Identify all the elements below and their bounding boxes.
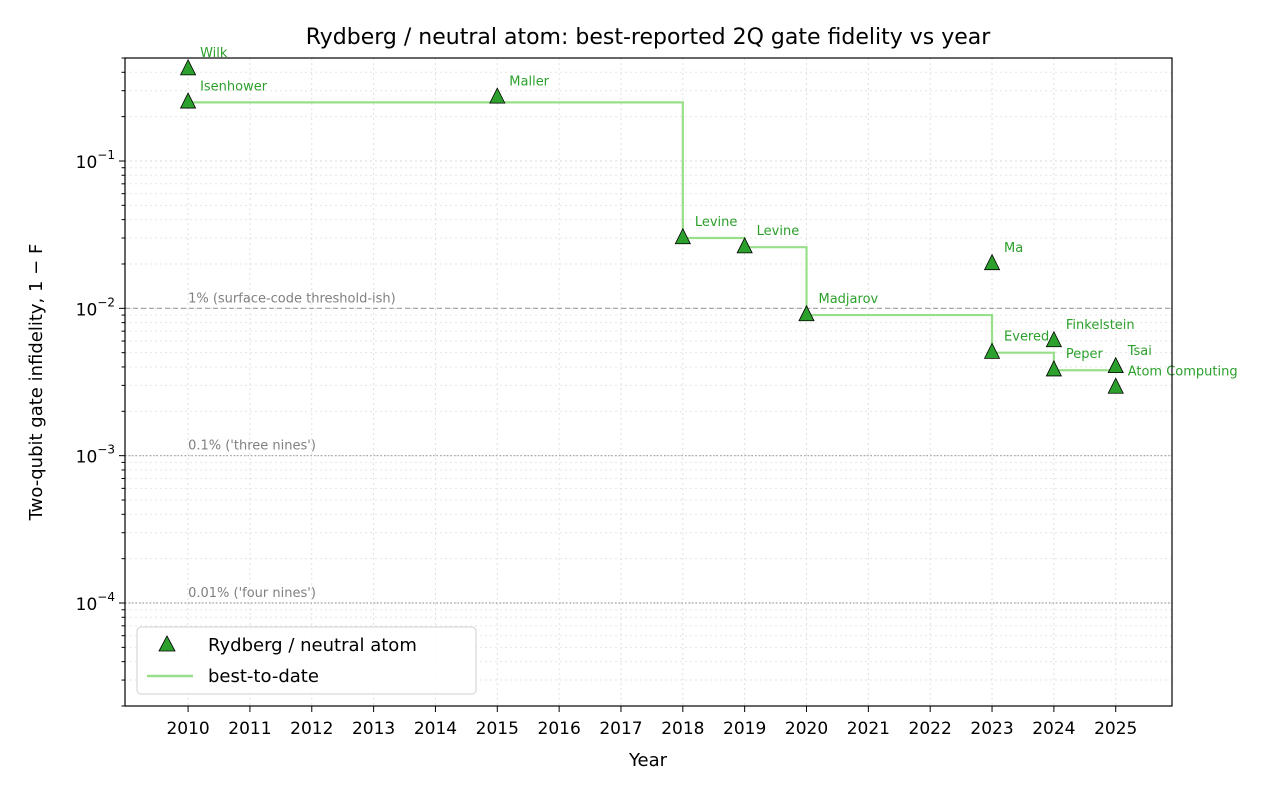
reference-lines: 1% (surface-code threshold-ish) 0.1% ('th… <box>125 291 1172 604</box>
data-point-marker <box>983 253 1001 271</box>
data-point-label: Atom Computing <box>1128 365 1238 380</box>
x-axis: 2010 2011 2012 2013 2014 2015 2016 2017 2018 2019… <box>166 706 1137 739</box>
data-point-marker <box>674 227 691 245</box>
x-tick-label: 2010 <box>166 719 209 739</box>
x-tick-label: 2014 <box>414 719 457 739</box>
data-point-marker <box>1107 356 1124 374</box>
y-tick-label: 10−2 <box>76 295 115 320</box>
data-point-marker <box>1045 360 1063 377</box>
legend-entry-label: Rydberg / neutral atom <box>208 635 417 656</box>
plot-frame <box>124 57 1173 707</box>
data-point-label: Evered <box>1004 330 1049 345</box>
data-point-marker <box>983 342 1001 359</box>
x-tick-label: 2017 <box>599 719 642 739</box>
x-tick-label: 2019 <box>723 719 766 739</box>
best-to-date-line <box>188 101 1116 372</box>
data-point-label: Finkelstein <box>1066 318 1135 333</box>
data-point-label: Tsai <box>1127 344 1152 359</box>
legend-marker-swatch <box>158 635 176 652</box>
reference-line-label: 0.01% ('four nines') <box>188 586 316 601</box>
x-tick-label: 2015 <box>476 719 519 739</box>
data-point-marker <box>179 92 197 109</box>
x-tick-label: 2024 <box>1032 719 1075 739</box>
data-point-label: Madjarov <box>819 292 879 307</box>
reference-line-label: 0.1% ('three nines') <box>188 439 316 454</box>
data-point-label: Maller <box>509 74 549 89</box>
legend-box <box>136 626 477 695</box>
marker-series <box>179 58 1124 394</box>
x-tick-label: 2011 <box>228 719 271 739</box>
data-point-label: Wilk <box>200 46 228 61</box>
reference-line-label: 1% (surface-code threshold-ish) <box>188 291 396 306</box>
data-point-label: Peper <box>1066 347 1104 362</box>
data-point-marker <box>1045 330 1063 348</box>
data-point-label: Ma <box>1004 241 1023 256</box>
legend: Rydberg / neutral atom best-to-date <box>136 626 477 695</box>
grid <box>125 57 1172 707</box>
x-tick-label: 2021 <box>847 719 890 739</box>
x-axis-label: Year <box>628 750 668 771</box>
y-tick-label: 10−1 <box>76 148 115 173</box>
data-point-label: Isenhower <box>200 79 268 94</box>
x-tick-label: 2013 <box>352 719 395 739</box>
data-point-marker <box>179 58 197 76</box>
x-tick-label: 2023 <box>970 719 1013 739</box>
data-point-label: Levine <box>695 215 738 230</box>
y-tick-label: 10−4 <box>76 590 115 615</box>
y-tick-label: 10−3 <box>76 443 115 468</box>
step-series <box>188 101 1116 372</box>
x-tick-label: 2016 <box>538 719 581 739</box>
data-point-label: Levine <box>757 224 800 239</box>
data-point-marker <box>1107 377 1124 394</box>
chart-title: Rydberg / neutral atom: best-reported 2Q… <box>306 25 992 50</box>
x-tick-label: 2025 <box>1094 719 1137 739</box>
data-point-marker <box>798 304 815 322</box>
x-tick-label: 2020 <box>785 719 828 739</box>
x-tick-label: 2018 <box>661 719 704 739</box>
legend-entry-label: best-to-date <box>208 666 319 687</box>
x-tick-label: 2022 <box>909 719 952 739</box>
x-tick-label: 2012 <box>290 719 333 739</box>
data-point-marker <box>489 87 506 104</box>
y-axis: 10−1 10−2 10−3 10−4 <box>76 57 125 707</box>
data-point-marker <box>736 236 753 254</box>
y-axis-label: Two-qubit gate infidelity, 1 − F <box>26 244 47 522</box>
